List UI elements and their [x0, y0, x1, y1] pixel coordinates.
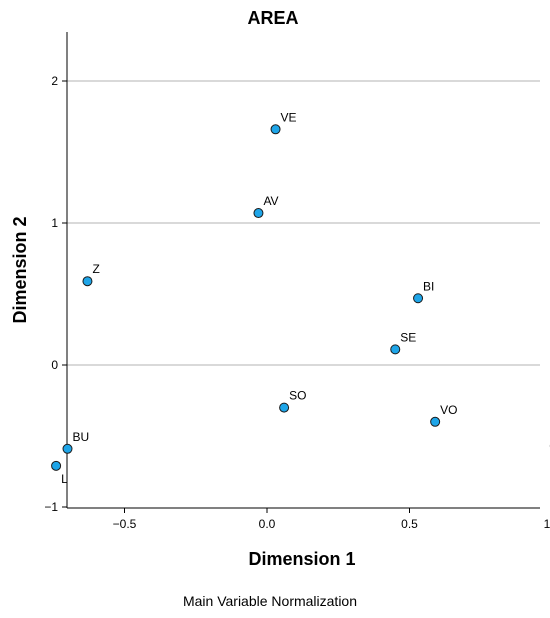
y-axis-ticks: −1 0 1 2: [44, 74, 67, 514]
point-labels: VEAVZBISESASOVOPBUL: [61, 110, 457, 486]
x-axis-ticks: −1.0−0.50.00.51.01.5: [113, 508, 550, 531]
x-tick-label: 0.0: [259, 517, 276, 531]
point-label: AV: [263, 194, 278, 208]
y-axis-title: Dimension 2: [10, 216, 30, 323]
axes: [66, 32, 540, 509]
point-label: BI: [423, 279, 434, 293]
point-label: SO: [289, 389, 306, 403]
data-point: [413, 293, 424, 304]
y-tick-label: 2: [51, 74, 58, 88]
x-tick-label: −0.5: [113, 517, 137, 531]
data-point: [270, 124, 281, 135]
x-tick-label: 0.5: [401, 517, 418, 531]
data-point: [279, 402, 290, 413]
x-axis-title: Dimension 1: [248, 549, 355, 569]
point-label: Z: [92, 262, 99, 276]
y-tick-label: −1: [44, 500, 58, 514]
y-tick-label: 0: [51, 358, 58, 372]
x-tick-label: 1.0: [544, 517, 550, 531]
data-point: [82, 276, 93, 287]
point-label: SE: [400, 330, 416, 344]
data-point: [62, 443, 73, 454]
data-point: [430, 416, 441, 427]
footer-note: Main Variable Normalization: [183, 593, 357, 609]
point-label: BU: [73, 430, 90, 444]
point-label: L: [61, 472, 68, 486]
data-point: [390, 344, 401, 355]
point-label: VE: [281, 110, 297, 124]
point-label: VO: [440, 403, 457, 417]
data-points: [51, 124, 550, 471]
grid-lines: [67, 80, 540, 366]
y-tick-label: 1: [51, 216, 58, 230]
data-point: [253, 208, 264, 219]
chart-title: AREA: [247, 8, 298, 28]
data-point: [51, 460, 62, 471]
